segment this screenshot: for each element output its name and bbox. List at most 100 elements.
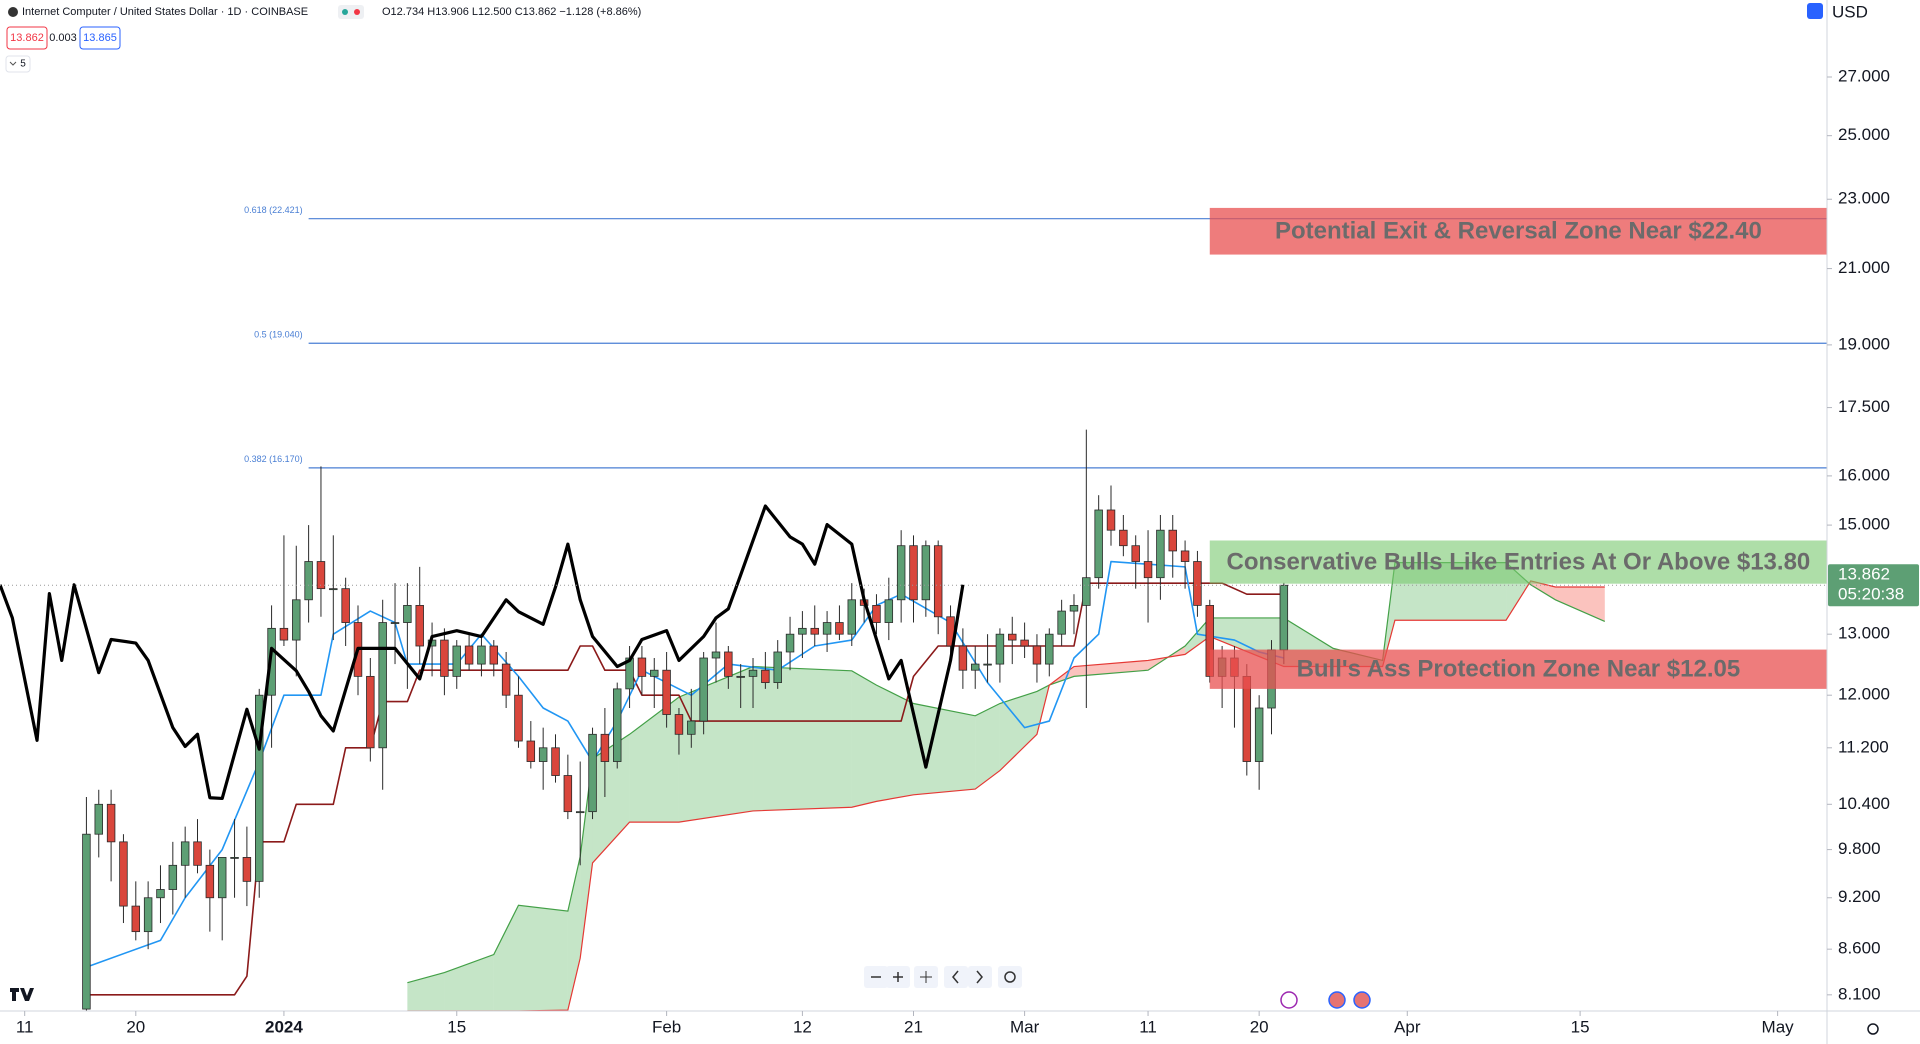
- cloud-fill: [913, 703, 976, 795]
- candle-body: [1119, 529, 1128, 547]
- candle-body: [1045, 633, 1054, 665]
- candle-body: [970, 663, 980, 671]
- chevron: [9, 61, 17, 66]
- candle-body: [958, 645, 968, 671]
- cloud-fill: [407, 972, 445, 1011]
- cloud-fill: [518, 905, 568, 1011]
- candle-body: [773, 651, 782, 684]
- economic-event-icon[interactable]: [1353, 991, 1371, 1009]
- candle-body: [501, 663, 511, 696]
- cloud-fill: [493, 905, 519, 1011]
- refresh-icon: [1004, 971, 1016, 983]
- cloud-fill: [1555, 587, 1605, 622]
- y-tick-label: 16.000: [1838, 465, 1890, 484]
- candle-body: [119, 841, 128, 907]
- refresh-button[interactable]: [998, 966, 1022, 988]
- y-tick-label: 19.000: [1838, 334, 1890, 353]
- candle-body: [711, 651, 721, 659]
- candle-body: [933, 545, 943, 618]
- candle-body: [872, 605, 881, 623]
- x-tick-label: 11: [1139, 1017, 1157, 1036]
- candle-body: [143, 897, 153, 933]
- fib-label: 0.618 (22.421): [244, 205, 303, 215]
- candle-body: [761, 669, 770, 684]
- zone: [1209, 207, 1827, 255]
- y-tick-label: 21.000: [1838, 258, 1890, 277]
- y-tick-label: 9.200: [1838, 887, 1881, 906]
- cloud-fill: [999, 691, 1037, 771]
- countdown: 05:20:38: [1838, 585, 1904, 604]
- candle-body: [847, 599, 857, 635]
- candle-body: [242, 857, 252, 882]
- buy-box[interactable]: [79, 26, 121, 50]
- candle-body: [403, 605, 412, 623]
- cloud-fill: [678, 666, 754, 823]
- symbol-icon: [8, 7, 18, 17]
- y-tick-label: 17.500: [1838, 397, 1890, 416]
- cloud-fill: [851, 670, 877, 808]
- x-tick-label: 15: [447, 1017, 466, 1036]
- candle-body: [1094, 509, 1103, 579]
- candle-body: [329, 588, 338, 591]
- economic-event-icon[interactable]: [1328, 991, 1346, 1009]
- candle-body: [588, 733, 597, 813]
- ohlc-legend: O12.734 H13.906 L12.500 C13.862 −1.128 (…: [382, 6, 641, 18]
- candle-body: [230, 857, 239, 859]
- indicator-count: 5: [20, 59, 26, 70]
- x-tick-label: May: [1762, 1017, 1795, 1036]
- reset-icon: [920, 971, 932, 983]
- zone-label: Conservative Bulls Like Entries At Or Ab…: [1226, 548, 1810, 575]
- candle-body: [1008, 633, 1017, 641]
- sell-box[interactable]: [6, 26, 48, 50]
- candle-body: [131, 905, 141, 933]
- fib-label: 0.5 (19.040): [254, 330, 303, 340]
- candle-body: [600, 733, 610, 762]
- candle-body: [304, 561, 313, 601]
- x-tick-label: 20: [1250, 1017, 1269, 1036]
- spread: 0.003: [49, 32, 77, 44]
- plot-area: 0.618 (22.421) 0.5 (19.040) 0.382 (16.170)…: [0, 205, 1827, 1011]
- candle-body: [366, 675, 375, 749]
- scroll-right-button[interactable]: [968, 966, 992, 988]
- candle-body: [810, 627, 819, 635]
- cloud-fill: [629, 697, 679, 823]
- scroll-left-button[interactable]: [944, 966, 968, 988]
- y-tick-label: 11.200: [1838, 737, 1889, 756]
- settings-icon[interactable]: [1867, 1023, 1879, 1035]
- candle-body: [650, 669, 659, 677]
- cloud-span: [407, 561, 1606, 984]
- candle-body: [1032, 645, 1042, 665]
- candle-body: [94, 803, 103, 835]
- y-tick-label: 15.000: [1838, 515, 1890, 534]
- left-icon: [952, 970, 959, 984]
- header: Internet Computer / United States Dollar…: [5, 5, 641, 73]
- candle-body: [1156, 529, 1165, 579]
- candle-body: [563, 775, 573, 813]
- tv-logo[interactable]: [10, 988, 34, 1001]
- candle-body: [983, 663, 992, 666]
- symbol-title: Internet Computer / United States Dollar…: [22, 6, 308, 18]
- candle-body: [1279, 584, 1289, 651]
- axes: 27.000 25.000 23.000 21.000 19.000 17.500 16.0…: [16, 66, 1890, 1036]
- indicator-toggle[interactable]: [5, 55, 31, 73]
- x-tick-label: 12: [793, 1017, 812, 1036]
- currency-icon[interactable]: [1807, 3, 1823, 19]
- y-tick-label: 10.400: [1838, 794, 1890, 813]
- candle-body: [452, 645, 461, 677]
- candle-body: [674, 714, 684, 735]
- y-tick-label: 9.800: [1838, 839, 1881, 858]
- candle-body: [785, 633, 795, 653]
- candle-body: [180, 841, 190, 866]
- candle-body: [699, 657, 708, 722]
- currency[interactable]: USD: [1832, 2, 1868, 21]
- x-tick-label: 20: [126, 1017, 145, 1036]
- y-tick-label: 25.000: [1838, 125, 1890, 144]
- candle-body: [168, 864, 178, 890]
- indicator-line: [0, 504, 965, 801]
- candle-body: [538, 747, 548, 762]
- event-icon[interactable]: [1280, 991, 1298, 1009]
- candle-body: [1057, 610, 1066, 635]
- candle-body: [82, 833, 91, 1010]
- candle-body: [1131, 545, 1140, 562]
- candle-body: [1180, 550, 1190, 562]
